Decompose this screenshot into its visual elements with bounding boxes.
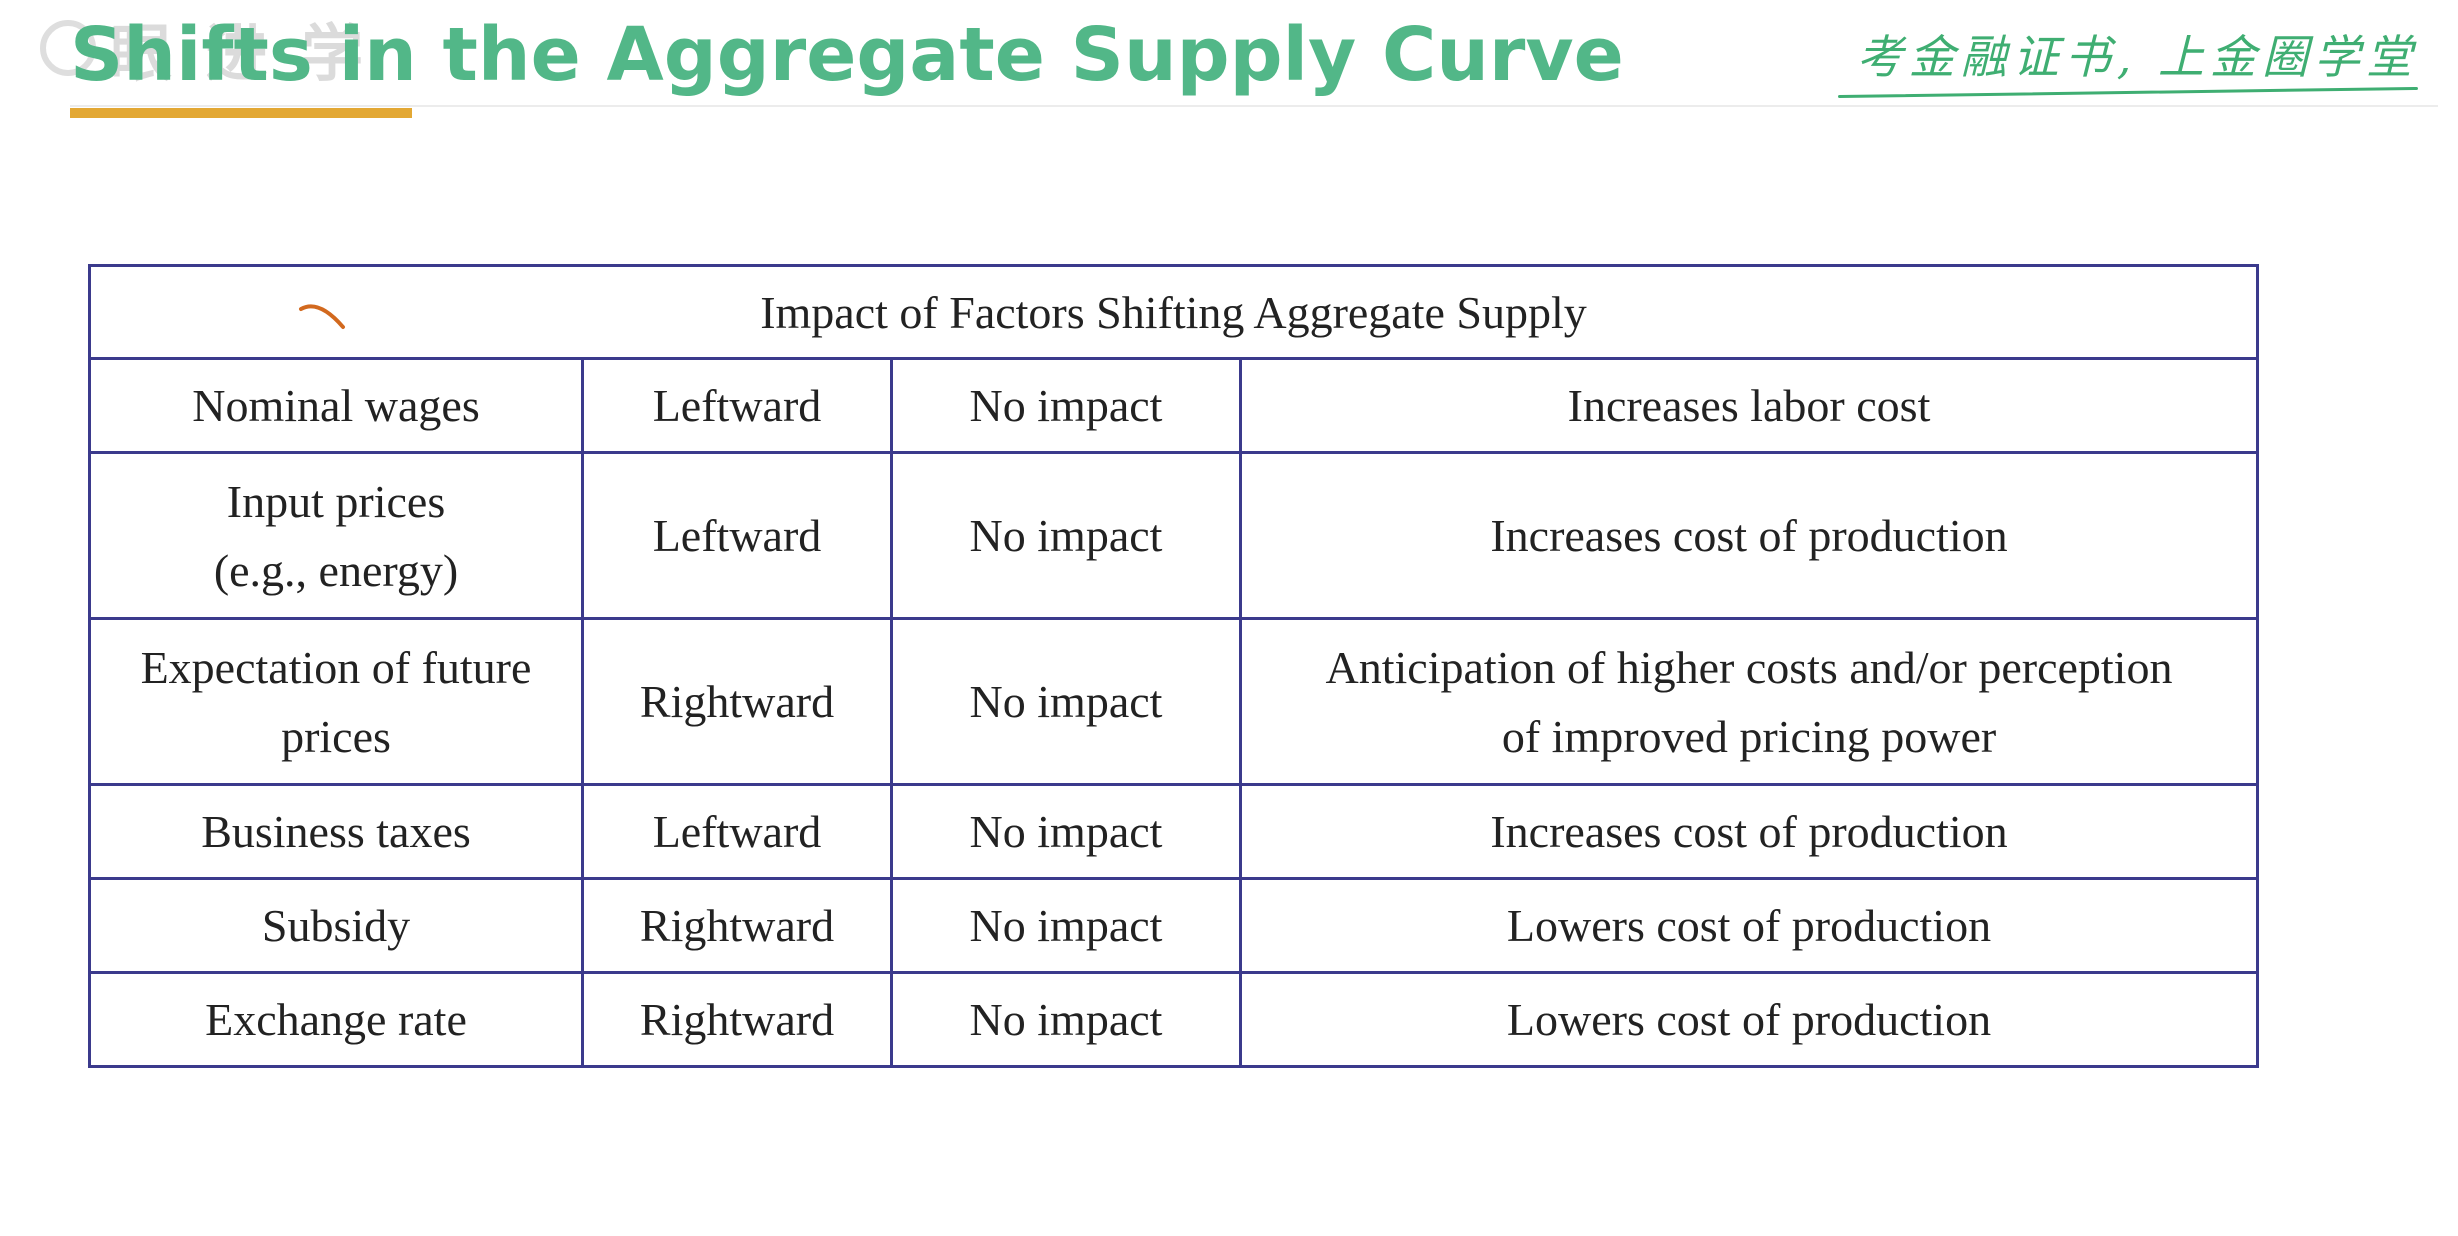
table-row: Input prices (e.g., energy) Leftward No imp…	[88, 451, 2259, 620]
slogan-text: 考金融证书, 上金圈学堂	[1856, 29, 2418, 84]
factor-cell-text: Exchange rate	[205, 994, 467, 1045]
page-title: Shifts in the Aggregate Supply Curve	[70, 12, 1624, 98]
factor-cell-text: Subsidy	[261, 900, 411, 951]
impact-cell-text: No impact	[969, 806, 1163, 857]
impact-cell-text: No impact	[969, 900, 1163, 951]
impact-cell-text: No impact	[969, 510, 1163, 561]
impact-cell: No impact	[890, 451, 1242, 620]
impact-cell-text: No impact	[969, 994, 1163, 1045]
shift-direction-cell: Leftward	[581, 783, 893, 880]
reason-cell-text: Anticipation of higher costs and/or perc…	[1325, 641, 2173, 693]
factors-table-container: Impact of Factors Shifting Aggregate Sup…	[88, 264, 2259, 1068]
table-row: Business taxes Leftward No impact Increases…	[88, 783, 2259, 880]
table-caption-row: Impact of Factors Shifting Aggregate Sup…	[88, 264, 2259, 360]
title-underline	[70, 108, 412, 118]
shift-direction-cell-text: Rightward	[639, 994, 835, 1045]
reason-cell: Anticipation of higher costs and/or perc…	[1239, 617, 2259, 786]
table-row: Exchange rate Rightward No impact Lowers co…	[88, 971, 2259, 1068]
shift-direction-cell: Leftward	[581, 357, 893, 454]
impact-cell: No impact	[890, 783, 1242, 880]
reason-cell-text: Increases cost of production	[1490, 806, 2008, 857]
reason-cell-text: Lowers cost of production	[1506, 994, 1992, 1045]
factor-cell-text: Input prices	[226, 475, 446, 527]
factor-cell-text-line2: (e.g., energy)	[213, 544, 459, 596]
reason-cell-text: Lowers cost of production	[1506, 900, 1992, 951]
factor-cell: Exchange rate	[88, 971, 584, 1068]
reason-cell-text: Increases labor cost	[1567, 380, 1931, 431]
factor-cell: Subsidy	[88, 877, 584, 974]
table-row: Expectation of future prices Rightward No i…	[88, 617, 2259, 786]
shift-direction-cell: Rightward	[581, 877, 893, 974]
factor-cell: Expectation of future prices	[88, 617, 584, 786]
shift-direction-cell-text: Rightward	[639, 676, 835, 727]
table-caption: Impact of Factors Shifting Aggregate Sup…	[88, 264, 2259, 360]
factor-cell-text: Expectation of future	[140, 641, 532, 693]
table-row: Nominal wages Leftward No impact Increases …	[88, 357, 2259, 454]
pen-mark-icon	[299, 304, 345, 329]
impact-cell: No impact	[890, 971, 1242, 1068]
impact-cell-text: No impact	[969, 380, 1163, 431]
factors-table: Impact of Factors Shifting Aggregate Sup…	[88, 264, 2259, 1068]
impact-cell-text: No impact	[969, 676, 1163, 727]
table-body: Nominal wages Leftward No impact Increases …	[88, 357, 2259, 1068]
watermark-logo-icon	[40, 19, 96, 76]
watermark: 眼 进 学	[40, 0, 400, 95]
reason-cell: Increases cost of production	[1239, 783, 2259, 880]
table-caption-text: Impact of Factors Shifting Aggregate Sup…	[760, 286, 1587, 338]
factor-cell: Nominal wages	[88, 357, 584, 454]
table-row: Subsidy Rightward No impact Lowers cost of …	[88, 877, 2259, 974]
slogan: 考金融证书, 上金圈学堂	[1838, 12, 2418, 102]
reason-cell-text: Increases cost of production	[1490, 510, 2008, 561]
shift-direction-cell-text: Leftward	[652, 380, 822, 431]
impact-cell: No impact	[890, 617, 1242, 786]
shift-direction-cell-text: Rightward	[639, 900, 835, 951]
factor-cell-text-line2: prices	[281, 710, 391, 762]
header-divider	[70, 105, 2438, 107]
reason-cell-text-line2: of improved pricing power	[1501, 710, 1997, 762]
factor-cell: Business taxes	[88, 783, 584, 880]
reason-cell: Increases cost of production	[1239, 451, 2259, 620]
shift-direction-cell: Rightward	[581, 617, 893, 786]
slogan-underline	[1838, 86, 2418, 98]
reason-cell: Increases labor cost	[1239, 357, 2259, 454]
impact-cell: No impact	[890, 877, 1242, 974]
reason-cell: Lowers cost of production	[1239, 971, 2259, 1068]
impact-cell: No impact	[890, 357, 1242, 454]
shift-direction-cell-text: Leftward	[652, 806, 822, 857]
watermark-text: 眼 进 学	[110, 16, 370, 90]
reason-cell: Lowers cost of production	[1239, 877, 2259, 974]
shift-direction-cell-text: Leftward	[652, 510, 822, 561]
factor-cell: Input prices (e.g., energy)	[88, 451, 584, 620]
factor-cell-text: Nominal wages	[192, 380, 480, 431]
factor-cell-text: Business taxes	[201, 806, 471, 857]
shift-direction-cell: Leftward	[581, 451, 893, 620]
shift-direction-cell: Rightward	[581, 971, 893, 1068]
